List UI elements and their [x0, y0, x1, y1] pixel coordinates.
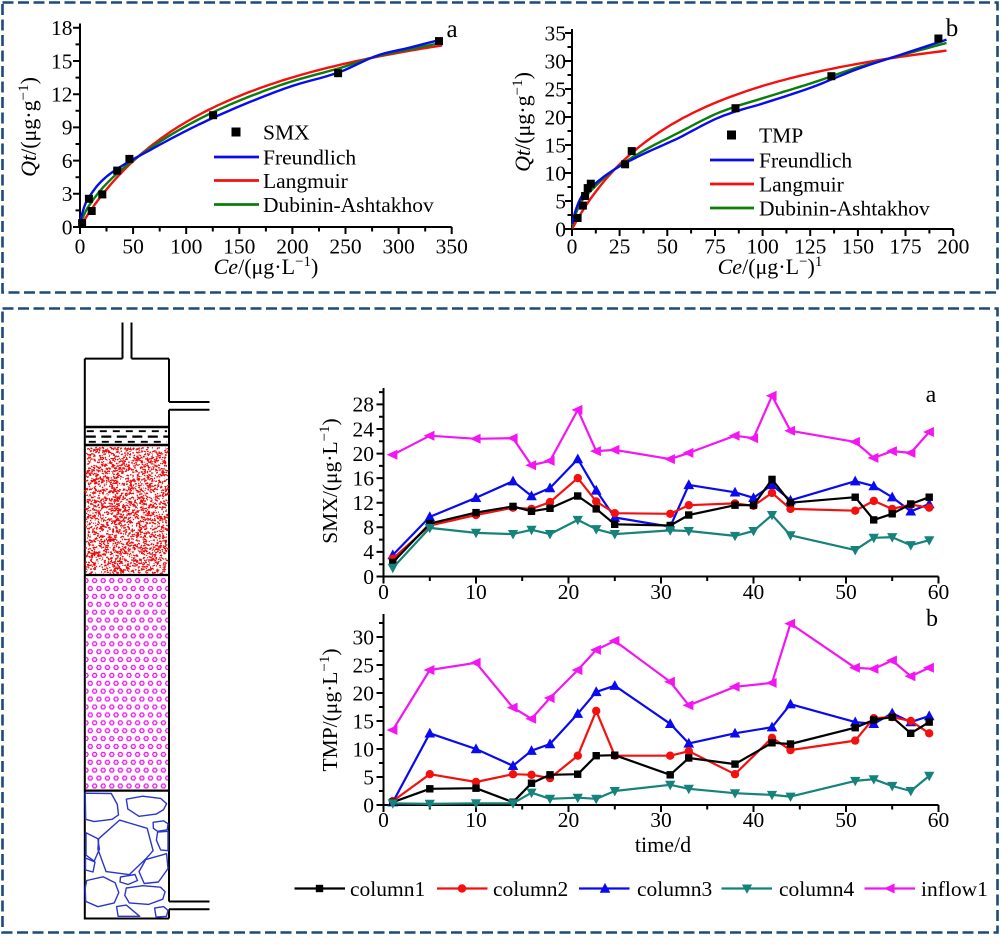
svg-text:0: 0 [363, 793, 374, 817]
svg-text:35: 35 [545, 21, 567, 45]
svg-text:Freundlich: Freundlich [759, 149, 852, 173]
svg-text:column3: column3 [637, 877, 712, 901]
svg-text:20: 20 [558, 808, 580, 832]
svg-text:350: 350 [436, 235, 468, 259]
svg-text:24: 24 [353, 417, 375, 441]
svg-text:60: 60 [928, 808, 950, 832]
svg-text:16: 16 [353, 466, 375, 490]
svg-text:50: 50 [835, 808, 857, 832]
svg-text:SMX/(μg·L−1): SMX/(μg·L−1) [317, 418, 342, 543]
svg-text:25: 25 [609, 235, 631, 259]
svg-text:SMX: SMX [263, 121, 310, 145]
svg-text:20: 20 [353, 681, 375, 705]
svg-text:30: 30 [545, 49, 567, 73]
svg-text:9: 9 [62, 116, 73, 140]
svg-text:25: 25 [353, 653, 375, 677]
svg-text:125: 125 [794, 235, 826, 259]
svg-text:10: 10 [353, 737, 375, 761]
svg-text:40: 40 [743, 808, 765, 832]
svg-text:50: 50 [835, 580, 857, 604]
svg-text:a: a [926, 382, 937, 408]
svg-text:50: 50 [657, 235, 679, 259]
svg-text:15: 15 [545, 133, 567, 157]
svg-text:10: 10 [545, 161, 567, 185]
svg-text:20: 20 [558, 580, 580, 604]
svg-text:10: 10 [465, 808, 487, 832]
svg-text:Freundlich: Freundlich [263, 146, 356, 170]
svg-text:0: 0 [567, 235, 578, 259]
svg-text:Langmuir: Langmuir [263, 169, 348, 193]
svg-text:300: 300 [382, 235, 414, 259]
svg-text:15: 15 [353, 709, 375, 733]
svg-text:40: 40 [743, 580, 765, 604]
svg-text:time/d: time/d [635, 832, 691, 857]
svg-text:5: 5 [555, 189, 566, 213]
svg-text:4: 4 [363, 540, 374, 564]
svg-text:100: 100 [170, 235, 202, 259]
svg-text:0: 0 [378, 808, 389, 832]
svg-text:20: 20 [353, 442, 375, 466]
svg-text:column1: column1 [350, 877, 425, 901]
svg-text:50: 50 [122, 235, 144, 259]
svg-text:Ce/(μg·L−1): Ce/(μg·L−1) [214, 254, 319, 279]
svg-text:200: 200 [937, 235, 969, 259]
svg-text:0: 0 [62, 215, 73, 239]
svg-text:10: 10 [465, 580, 487, 604]
svg-text:75: 75 [704, 235, 726, 259]
svg-text:20: 20 [545, 105, 567, 129]
svg-text:12: 12 [353, 491, 375, 515]
svg-text:28: 28 [353, 393, 375, 417]
svg-text:25: 25 [545, 77, 567, 101]
svg-text:30: 30 [353, 625, 375, 649]
svg-text:30: 30 [650, 580, 672, 604]
svg-text:6: 6 [62, 149, 73, 173]
svg-text:15: 15 [51, 49, 73, 73]
svg-text:0: 0 [378, 580, 389, 604]
svg-text:60: 60 [928, 580, 950, 604]
svg-text:b: b [926, 606, 938, 632]
svg-text:200: 200 [276, 235, 308, 259]
svg-text:Langmuir: Langmuir [759, 173, 844, 197]
svg-text:TMP: TMP [759, 124, 803, 148]
svg-text:inflow1: inflow1 [921, 877, 988, 901]
svg-text:Ce/(μg·L−)1: Ce/(μg·L−)1 [718, 254, 823, 279]
svg-text:150: 150 [842, 235, 874, 259]
svg-text:30: 30 [650, 808, 672, 832]
svg-text:5: 5 [363, 765, 374, 789]
svg-text:b: b [946, 15, 959, 42]
svg-text:100: 100 [746, 235, 778, 259]
svg-text:250: 250 [329, 235, 361, 259]
svg-text:0: 0 [555, 217, 566, 241]
svg-text:3: 3 [62, 182, 73, 206]
svg-text:12: 12 [51, 83, 73, 107]
svg-text:8: 8 [363, 516, 374, 540]
svg-text:18: 18 [51, 16, 73, 40]
svg-text:175: 175 [889, 235, 921, 259]
svg-text:Dubinin-Ashtakhov: Dubinin-Ashtakhov [263, 193, 434, 217]
svg-text:column4: column4 [779, 877, 854, 901]
svg-text:Dubinin-Ashtakhov: Dubinin-Ashtakhov [759, 197, 930, 221]
svg-text:column2: column2 [493, 877, 568, 901]
svg-text:0: 0 [75, 235, 86, 259]
svg-text:0: 0 [363, 565, 374, 589]
svg-text:a: a [446, 16, 457, 43]
svg-text:150: 150 [223, 235, 255, 259]
